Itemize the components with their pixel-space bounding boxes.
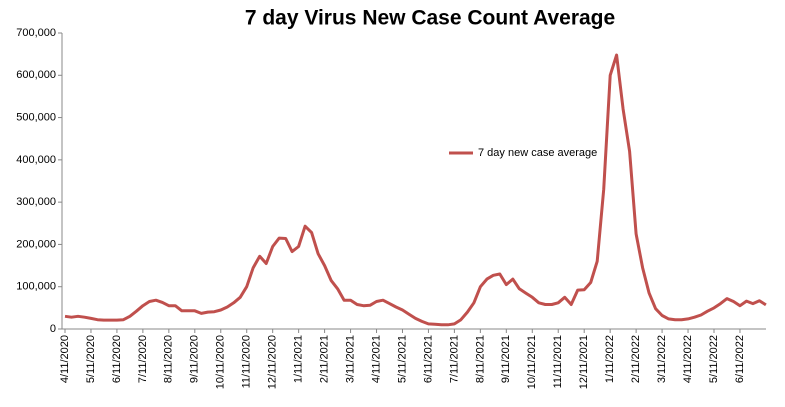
x-tick-label: 12/11/2020 <box>267 335 279 389</box>
x-tick-label: 8/11/2021 <box>474 335 486 383</box>
x-tick-label: 1/11/2021 <box>293 335 305 383</box>
x-tick-label: 5/11/2020 <box>85 335 97 383</box>
y-tick-label: 100,000 <box>16 281 56 293</box>
x-tick-label: 7/11/2021 <box>448 335 460 383</box>
x-tick-label: 4/11/2020 <box>59 335 71 383</box>
x-tick-label: 12/11/2021 <box>578 335 590 389</box>
y-tick-label: 500,000 <box>16 111 56 123</box>
x-tick-label: 4/11/2021 <box>370 335 382 383</box>
x-tick-label: 9/11/2021 <box>500 335 512 383</box>
x-tick-label: 2/11/2021 <box>319 335 331 383</box>
x-tick-label: 5/11/2021 <box>396 335 408 383</box>
y-tick-label: 0 <box>50 323 56 335</box>
y-tick-label: 400,000 <box>16 154 56 166</box>
x-tick-label: 11/11/2021 <box>552 335 564 388</box>
x-tick-label: 4/11/2022 <box>682 335 694 383</box>
x-tick-label: 3/11/2021 <box>344 335 356 383</box>
y-tick-label: 300,000 <box>16 196 56 208</box>
x-tick-label: 6/11/2022 <box>734 335 746 383</box>
y-tick-label: 700,000 <box>16 27 56 39</box>
x-tick-label: 5/11/2022 <box>708 335 720 383</box>
x-tick-label: 6/11/2020 <box>111 335 123 383</box>
x-tick-label: 1/11/2022 <box>604 335 616 383</box>
x-tick-label: 10/11/2021 <box>526 335 538 389</box>
chart-title: 7 day Virus New Case Count Average <box>245 7 615 30</box>
x-tick-label: 9/11/2020 <box>189 335 201 383</box>
x-tick-label: 7/11/2020 <box>137 335 149 383</box>
legend-label: 7 day new case average <box>478 147 597 159</box>
x-tick-label: 2/11/2022 <box>630 335 642 383</box>
y-tick-label: 600,000 <box>16 69 56 81</box>
x-tick-label: 11/11/2020 <box>241 335 253 388</box>
x-tick-label: 10/11/2020 <box>215 335 227 389</box>
x-tick-label: 8/11/2020 <box>163 335 175 383</box>
x-tick-label: 3/11/2022 <box>656 335 668 383</box>
y-tick-label: 200,000 <box>16 238 56 250</box>
data-line <box>64 53 767 327</box>
x-tick-label: 6/11/2021 <box>422 335 434 383</box>
